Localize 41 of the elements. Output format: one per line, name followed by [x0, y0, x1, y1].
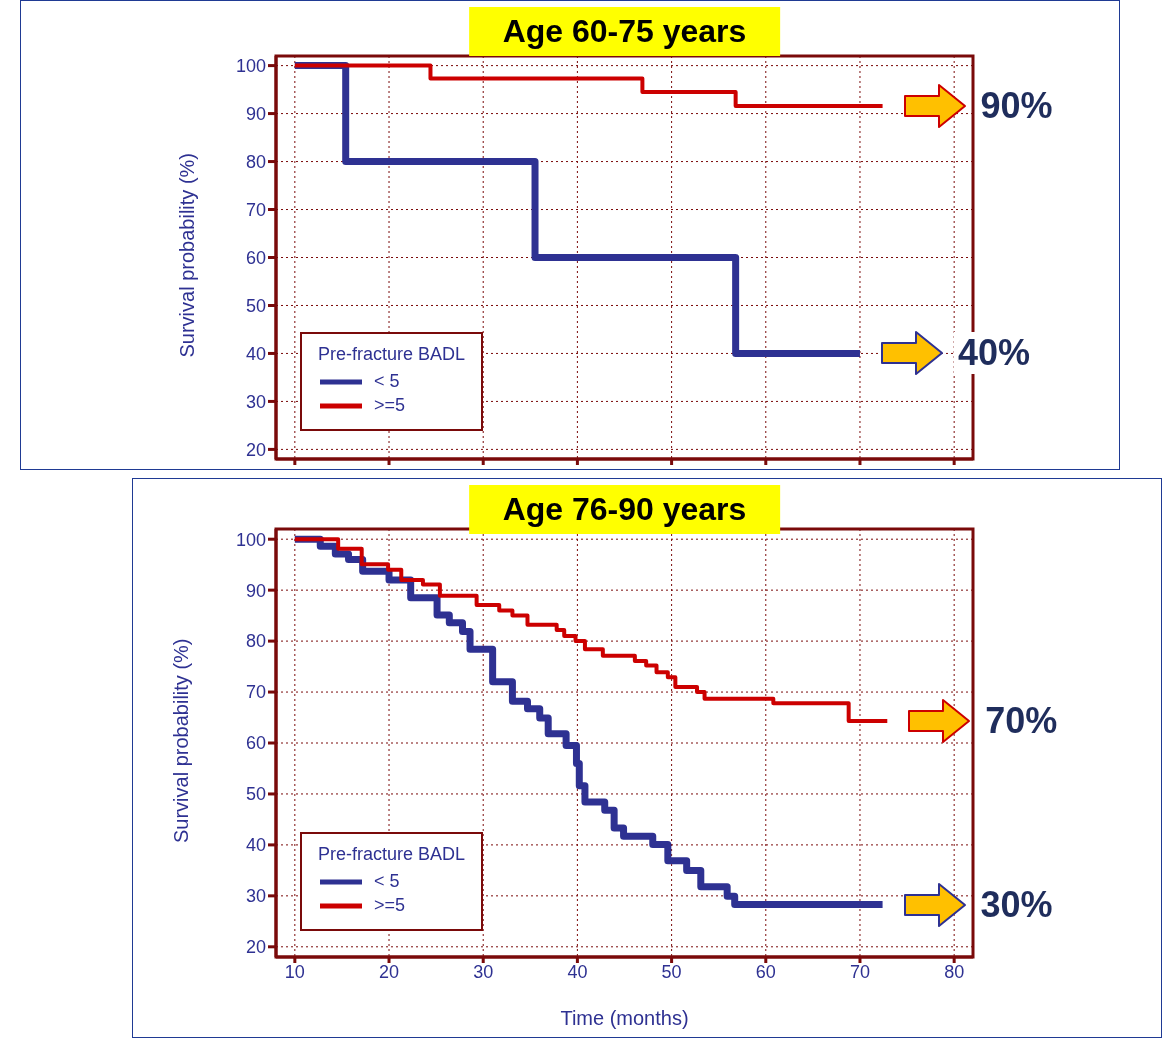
y-tick-label: 20 — [245, 439, 266, 460]
x-tick-label: 30 — [473, 961, 494, 982]
x-tick-label: 80 — [944, 961, 965, 982]
legend-label: < 5 — [374, 871, 400, 892]
y-tick-label: 90 — [245, 580, 266, 601]
legend-label: < 5 — [374, 371, 400, 392]
y-tick-label: 20 — [245, 937, 266, 958]
y-tick-label: 50 — [245, 784, 266, 805]
y-tick-label: 100 — [235, 529, 266, 550]
y-tick-label: 60 — [245, 733, 266, 754]
x-tick-label: 40 — [567, 961, 588, 982]
legend-title: Pre-fracture BADL — [318, 344, 466, 365]
y-tick-label: 70 — [245, 682, 266, 703]
y-tick-label: 60 — [245, 247, 266, 268]
annotation: 90% — [976, 84, 1057, 127]
x-tick-label: 70 — [849, 961, 870, 982]
x-tick-label: 50 — [661, 961, 682, 982]
legend-title: Pre-fracture BADL — [318, 844, 466, 865]
y-tick-label: 30 — [245, 391, 266, 412]
x-axis-title: Time (months) — [560, 1007, 689, 1029]
y-tick-label: 70 — [245, 199, 266, 220]
annotation: 30% — [976, 883, 1057, 926]
legend-label: >=5 — [374, 895, 406, 916]
x-tick-label: 60 — [755, 961, 776, 982]
annotation: 70% — [981, 700, 1062, 743]
y-tick-label: 30 — [245, 886, 266, 907]
y-tick-label: 100 — [235, 55, 266, 76]
y-tick-label: 40 — [245, 835, 266, 856]
annotation: 40% — [953, 332, 1035, 375]
y-tick-label: 80 — [245, 151, 266, 172]
y-tick-label: 50 — [245, 295, 266, 316]
y-axis-title: Survival probability (%) — [176, 152, 199, 358]
x-tick-label: 20 — [379, 961, 400, 982]
y-axis-title: Survival probability (%) — [170, 638, 193, 843]
chart-title: Age 76-90 years — [468, 485, 781, 534]
y-tick-label: 90 — [245, 103, 266, 124]
legend-label: >=5 — [374, 395, 406, 416]
y-tick-label: 40 — [245, 343, 266, 364]
x-tick-label: 10 — [284, 961, 305, 982]
chart-title: Age 60-75 years — [468, 7, 781, 56]
y-tick-label: 80 — [245, 631, 266, 652]
